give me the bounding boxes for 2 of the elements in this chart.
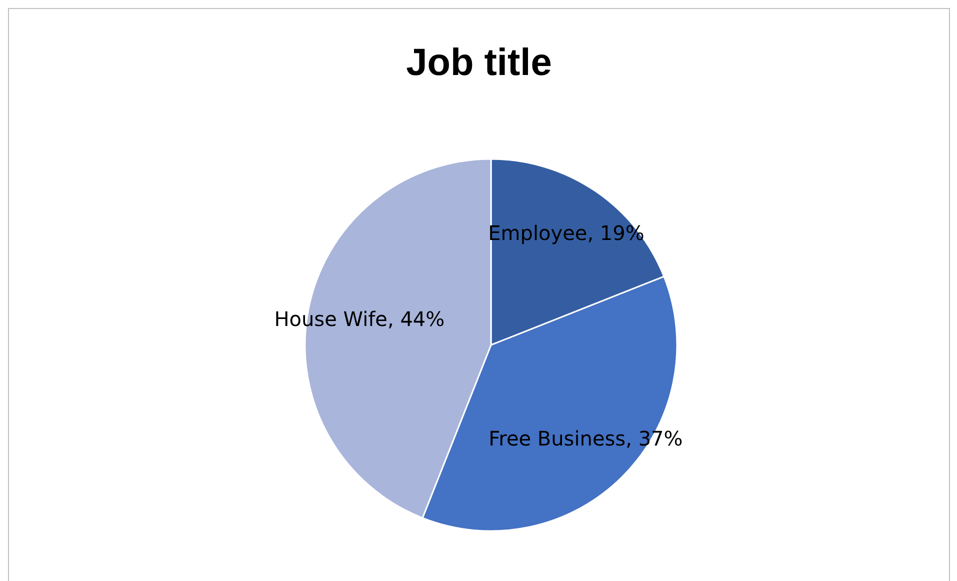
chart-title: Job title bbox=[406, 42, 552, 84]
slice-label: House Wife, 44% bbox=[274, 306, 445, 331]
